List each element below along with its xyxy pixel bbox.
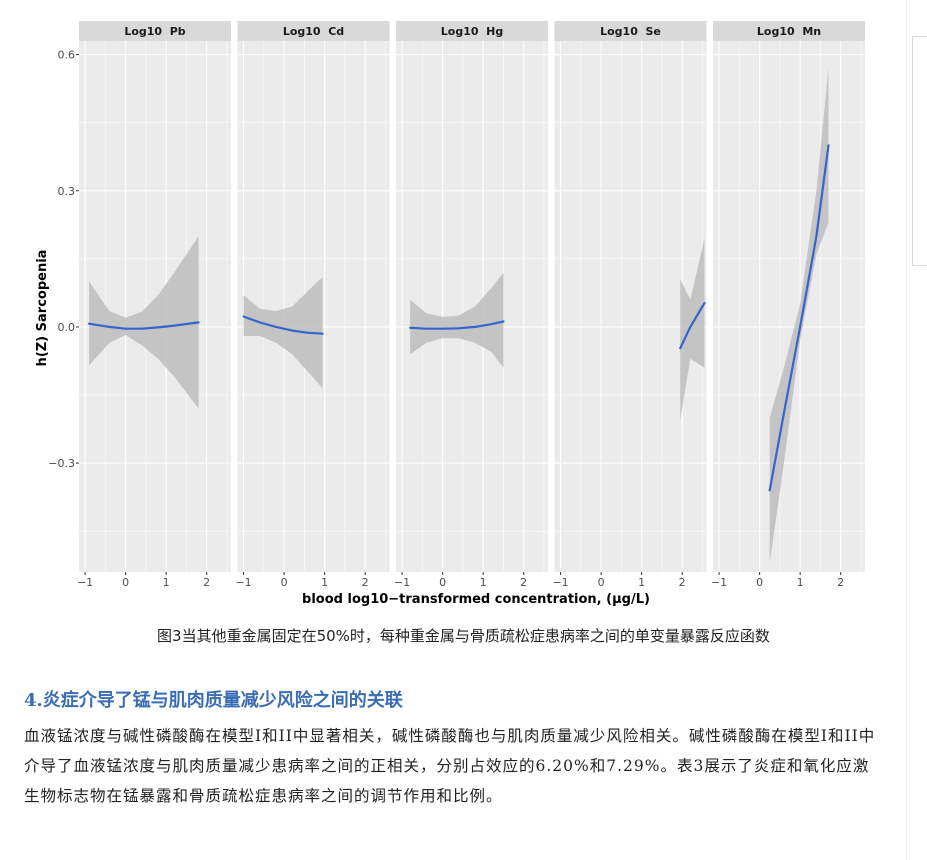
series-line — [679, 301, 706, 350]
y-axis-label: h(Z) Sarcopenia — [35, 250, 50, 367]
facet-panel: Log10 Se −1 0 1 2 — [552, 21, 707, 589]
y-tick-label: 0.3 — [58, 185, 76, 198]
facet-strip — [237, 21, 390, 41]
x-tick-label: 1 — [638, 576, 645, 589]
confidence-band — [243, 277, 323, 389]
series-line — [242, 315, 324, 335]
x-tick-label: 1 — [797, 576, 804, 589]
confidence-band — [769, 68, 829, 563]
facet-strip — [713, 21, 865, 41]
page-divider — [906, 0, 907, 860]
x-tick-label: −1 — [394, 576, 410, 589]
facet-panel: Log10 Pb −1 0 1 2 — [77, 21, 231, 589]
x-tick-label: 2 — [520, 576, 527, 589]
facet-strip — [396, 21, 548, 41]
x-tick-label: 2 — [362, 576, 369, 589]
figure-caption: 图3当其他重金属固定在50%时，每种重金属与骨质疏松症患病率之间的单变量暴露反应… — [157, 627, 770, 645]
x-tick-label: 0 — [598, 576, 605, 589]
x-axis-label: blood log10−transformed concentration, (… — [302, 592, 650, 607]
facet-strip-label: Log10 Cd — [283, 25, 344, 38]
x-tick-label: −1 — [77, 576, 93, 589]
confidence-band — [680, 238, 705, 420]
x-tick-label: 0 — [756, 576, 763, 589]
x-tick-label: −1 — [552, 576, 568, 589]
exposure-response-chart: h(Z) Sarcopenia −0.3 0.0 0.3 0.6 Log10 Pb −1… — [35, 21, 865, 607]
x-tick-label: 0 — [281, 576, 288, 589]
x-tick-label: −1 — [235, 576, 251, 589]
body-paragraph: 血液锰浓度与碱性磷酸酶在模型I和II中显著相关，碱性磷酸酶也与肌肉质量减少风险相… — [24, 727, 876, 805]
section-heading: 4.炎症介导了锰与肌肉质量减少风险之间的关联 — [24, 690, 403, 711]
confidence-band — [410, 272, 504, 368]
facet-strip — [79, 21, 231, 41]
series-line — [88, 321, 200, 330]
panel-background — [396, 41, 548, 572]
x-tick-label: 1 — [480, 576, 487, 589]
facet-strip-label: Log10 Pb — [124, 25, 185, 38]
x-tick-label: 0 — [122, 576, 129, 589]
x-tick-label: 2 — [679, 576, 686, 589]
facet-strip-label: Log10 Hg — [441, 25, 504, 38]
x-tick-label: 2 — [837, 576, 844, 589]
y-tick-label: 0.0 — [58, 321, 76, 334]
side-panel-frame — [912, 36, 927, 266]
facet-panel: Log10 Mn −1 0 1 2 — [711, 21, 865, 589]
x-tick-label: 1 — [163, 576, 170, 589]
x-tick-label: 1 — [321, 576, 328, 589]
facet-panel: Log10 Cd −1 0 1 2 — [235, 21, 390, 589]
y-axis: −0.3 0.0 0.3 0.6 — [48, 49, 79, 470]
series-line — [409, 320, 505, 330]
facet-panel: Log10 Hg −1 0 1 2 — [394, 21, 548, 589]
series-line — [768, 144, 830, 492]
y-tick-label: 0.6 — [58, 49, 76, 62]
x-tick-label: −1 — [711, 576, 727, 589]
x-tick-label: 2 — [203, 576, 210, 589]
x-tick-label: 0 — [439, 576, 446, 589]
panel-background — [713, 41, 865, 572]
facet-strip-label: Log10 Mn — [757, 25, 821, 38]
facet-strip — [554, 21, 707, 41]
confidence-band — [89, 236, 199, 409]
facet-strip-label: Log10 Se — [600, 25, 661, 38]
y-tick-label: −0.3 — [48, 457, 75, 470]
